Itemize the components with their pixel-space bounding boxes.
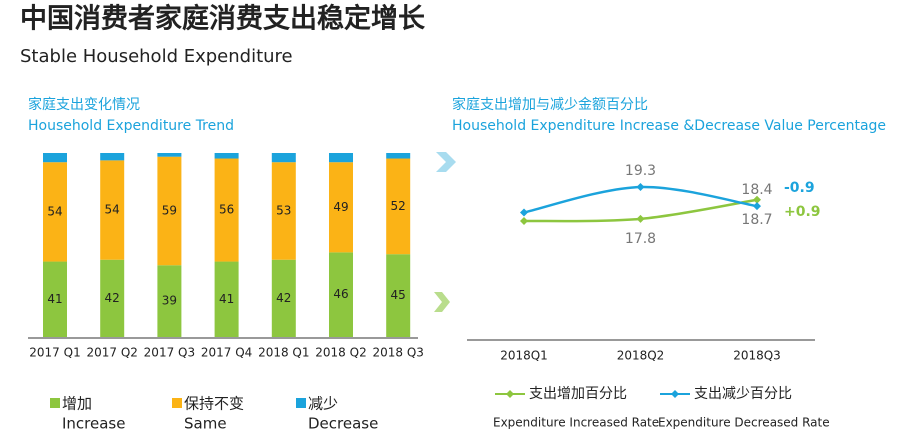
data-label: 19.3 [625,163,656,179]
legend-label: Increase [62,415,125,433]
data-label: 54 [47,204,62,218]
annotation: +0.9 [784,204,821,220]
data-label: 54 [105,203,120,217]
data-label: 39 [162,294,177,308]
legend-label: 增加 [62,395,92,413]
data-label: 45 [391,288,406,302]
legend-label: 支出减少百分比 [694,386,792,402]
marker [520,217,528,225]
marker [520,208,528,217]
x-tick-label: 2018Q1 [500,349,548,363]
x-tick-label: 2017 Q4 [201,346,252,360]
data-label: 17.8 [625,231,656,247]
bar-segment [157,153,182,157]
bar-segment [100,259,125,337]
x-tick-label: 2018 Q2 [315,346,366,360]
legend-marker [671,390,679,398]
data-label: 41 [47,292,62,306]
data-label: 18.4 [741,182,772,198]
bar-segment [329,252,353,337]
bar-segment [43,153,67,163]
legend-swatch [296,398,306,408]
x-tick-label: 2018Q3 [733,349,781,363]
data-label: 42 [276,291,291,305]
legend-label: Expenditure Decreased Rate [658,416,830,430]
bar-segment [43,261,67,337]
marker [636,183,645,191]
data-label: 59 [162,203,177,217]
data-label: 52 [391,199,406,213]
data-label: 53 [276,203,291,217]
legend-marker [506,390,514,398]
marker [753,202,761,211]
chart-title: 家庭支出变化情况 [28,96,140,113]
marker [636,214,645,223]
data-label: 41 [219,292,234,306]
data-label: 18.7 [741,212,772,228]
data-label: 49 [333,200,348,214]
data-label: 42 [105,291,120,305]
bar-segment [271,153,296,163]
chevron [436,152,456,172]
chart-title: 家庭支出增加与减少金额百分比 [452,96,648,113]
legend-label: Same [184,415,227,433]
annotation: -0.9 [784,180,815,196]
legend-swatch [172,398,182,408]
x-tick-label: 2017 Q3 [144,346,195,360]
x-tick-label: 2018 Q1 [258,346,309,360]
subtitle: Stable Household Expenditure [20,46,293,67]
bar-segment [386,153,411,159]
bar-segment [329,153,353,163]
legend-label: Expenditure Increased Rate [493,416,659,430]
legend-label: 保持不变 [184,395,244,413]
x-tick-label: 2017 Q1 [29,346,80,360]
bar-segment [214,158,239,262]
x-tick-label: 2017 Q2 [86,346,137,360]
bar-segment [157,265,182,337]
bar-segment [214,261,239,337]
bar-segment [271,259,296,337]
data-label: 46 [333,287,348,301]
bar-segment [43,162,67,262]
legend-swatch [50,398,60,408]
marker [753,195,761,204]
bar-segment [386,254,411,337]
bar-segment [100,160,125,260]
bar-segment [157,156,182,266]
bar-segment [386,158,411,255]
chart-subtitle: Household Expenditure Trend [28,118,234,134]
x-tick-label: 2018 Q3 [372,346,423,360]
x-tick-label: 2018Q2 [617,349,665,363]
legend-label: 支出增加百分比 [529,386,627,402]
bar-segment [329,162,353,253]
data-label: 56 [219,203,234,217]
legend-label: Decrease [308,415,378,433]
chart-subtitle: Household Expenditure Increase &Decrease… [452,118,886,134]
legend-label: 减少 [308,395,338,413]
bar-segment [271,162,296,260]
bar-segment [100,153,125,161]
chevron [434,292,450,312]
bar-segment [214,153,239,159]
title: 中国消费者家庭消费支出稳定增长 [20,3,426,35]
